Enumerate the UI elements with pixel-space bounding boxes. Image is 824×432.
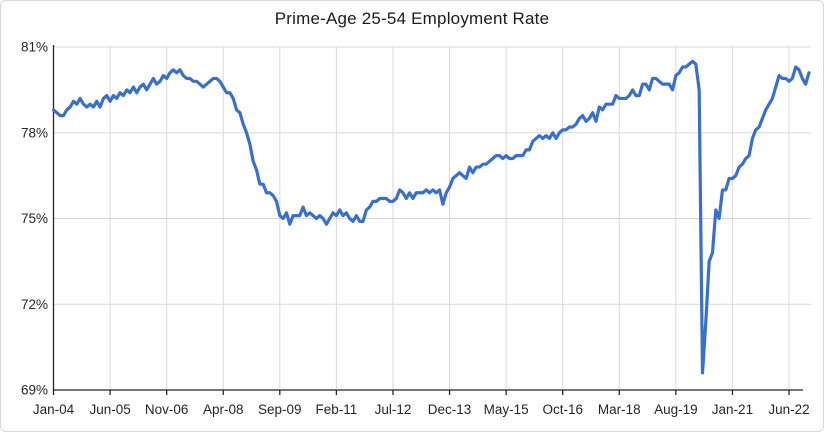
x-tick-label: Jan-04 xyxy=(33,402,75,417)
x-tick-label: May-15 xyxy=(484,402,529,417)
y-tick-label: 75% xyxy=(21,211,48,226)
x-tick-label: Dec-13 xyxy=(428,402,472,417)
x-tick-label: Apr-08 xyxy=(203,402,244,417)
x-tick-label: Feb-11 xyxy=(316,402,358,417)
y-tick-label: 81% xyxy=(21,40,48,55)
x-tick-label: Jun-22 xyxy=(768,402,809,417)
x-tick-label: Jan-21 xyxy=(712,402,753,417)
y-tick-label: 78% xyxy=(21,125,48,140)
chart-title: Prime-Age 25-54 Employment Rate xyxy=(274,9,550,28)
x-tick-label: Oct-16 xyxy=(542,402,583,417)
x-tick-label: Jun-05 xyxy=(89,402,130,417)
y-tick-label: 72% xyxy=(21,297,48,312)
x-tick-label: Jul-12 xyxy=(375,402,412,417)
x-tick-label: Aug-19 xyxy=(654,402,698,417)
x-tick-label: Sep-09 xyxy=(258,402,302,417)
x-tick-label: Mar-18 xyxy=(598,402,641,417)
y-tick-label: 69% xyxy=(21,383,48,398)
x-tick-label: Nov-06 xyxy=(145,402,189,417)
employment-rate-series-line xyxy=(51,59,811,375)
